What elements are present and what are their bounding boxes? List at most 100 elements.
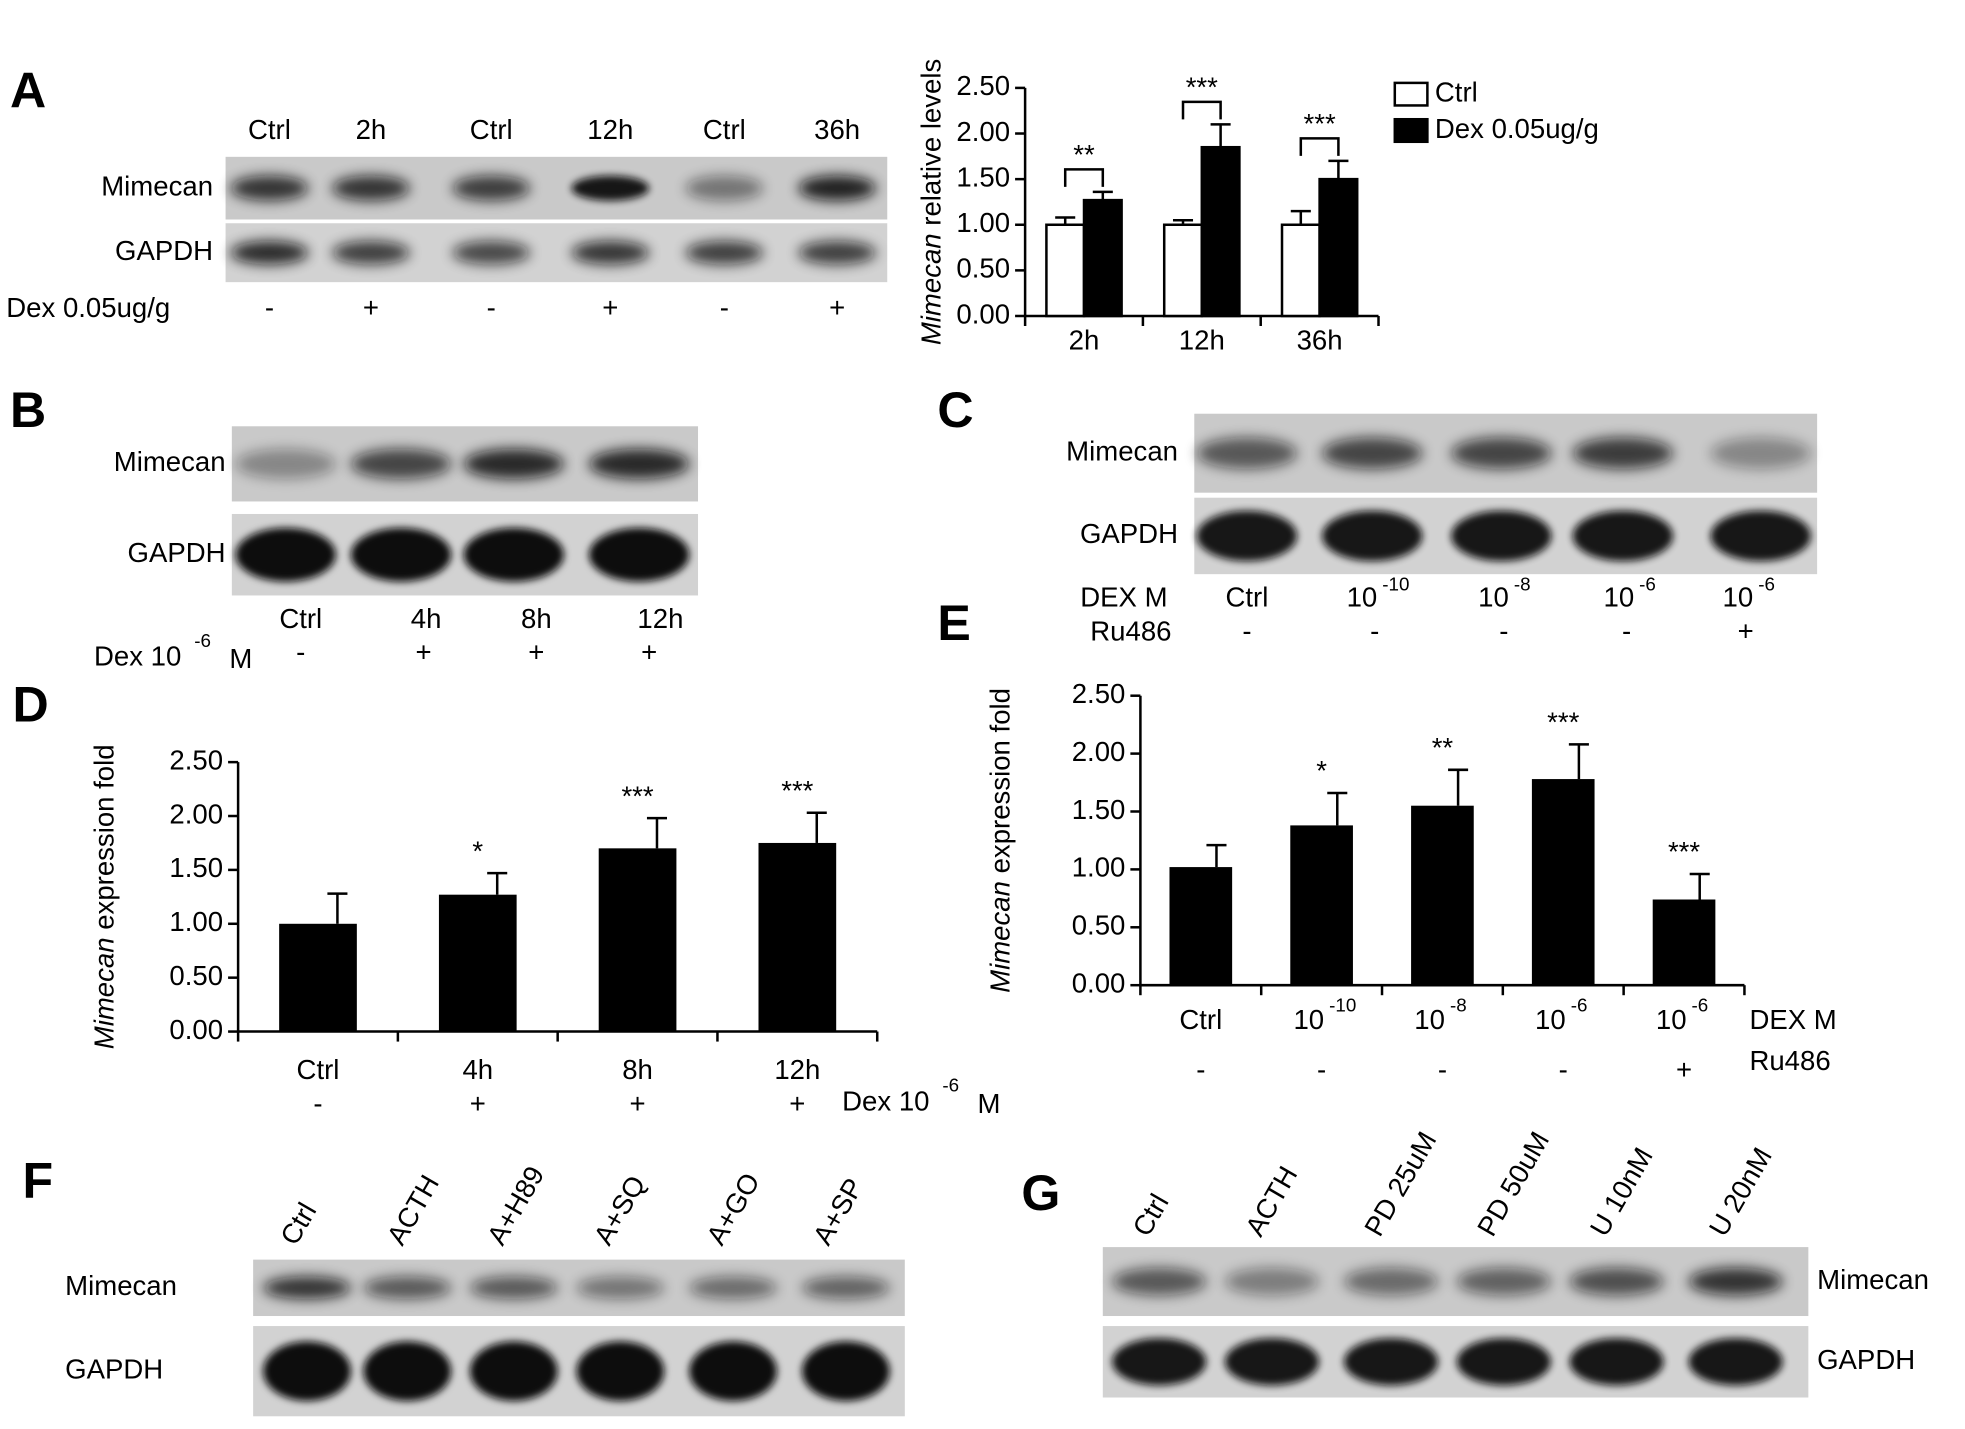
- blot-band: [1322, 510, 1423, 562]
- blot-band: [1344, 1267, 1439, 1296]
- y-axis-label-text: relative levels: [916, 59, 947, 226]
- condition-label: Dex 10: [94, 640, 181, 671]
- blot-band: [1688, 1338, 1783, 1386]
- error-bar: [1689, 872, 1710, 900]
- y-tick-label: 0.00: [956, 298, 1010, 329]
- blot-band: [350, 527, 452, 582]
- bar: [1169, 867, 1233, 986]
- blot-band: [685, 240, 764, 265]
- legend-label: Ctrl: [1435, 76, 1478, 107]
- x-tick-label: 8h: [622, 1054, 653, 1085]
- lane-label: A+SP: [807, 1173, 869, 1250]
- error-bar: [646, 816, 668, 849]
- y-tick-label: 1.50: [169, 852, 223, 883]
- y-axis-label-text: expression fold: [89, 744, 120, 929]
- y-tick-label: 1.50: [1072, 794, 1126, 825]
- y-tick-label: 2.50: [956, 70, 1010, 101]
- blot-band: [689, 1276, 777, 1300]
- significance-label: *: [472, 835, 483, 866]
- sign: -: [720, 292, 729, 323]
- y-tick-label: 2.00: [169, 798, 223, 829]
- lane-label: Ctrl: [1225, 581, 1268, 612]
- x-tick-label: 12h: [1179, 325, 1225, 356]
- blot-band: [1710, 437, 1811, 470]
- blot-band: [1710, 510, 1811, 562]
- bar: [1318, 177, 1359, 318]
- y-axis-label-gene: Mimecan: [916, 233, 947, 345]
- blot-band: [1572, 437, 1674, 470]
- legend-swatch: [1393, 117, 1429, 144]
- x-tick-label: 4h: [462, 1054, 493, 1085]
- blot-row-label: GAPDH: [1080, 518, 1178, 549]
- blot-row-label: Mimecan: [65, 1270, 177, 1301]
- sign: -: [1196, 1054, 1205, 1085]
- sign: +: [470, 1088, 486, 1119]
- treatment-label: DEX M: [1080, 581, 1167, 612]
- lane-exponent: -8: [1514, 573, 1531, 594]
- blot-band: [689, 1341, 777, 1401]
- significance-label: ***: [1668, 836, 1700, 867]
- lane-label: 4h: [411, 603, 442, 634]
- y-axis-label-gene: Mimecan: [89, 937, 120, 1049]
- error-bar: [487, 871, 508, 895]
- blot-row-label: Mimecan: [1817, 1264, 1929, 1295]
- significance-label: **: [1073, 139, 1095, 170]
- significance-label: *: [1316, 755, 1327, 786]
- blot-band: [576, 1276, 665, 1300]
- lane-label: 12h: [587, 114, 633, 145]
- sign: -: [1242, 615, 1251, 646]
- blot-band: [1322, 437, 1423, 470]
- blot-strip: [225, 223, 888, 283]
- lane-label: A+SQ: [587, 1170, 651, 1250]
- blot-band: [235, 448, 336, 479]
- legend-label: Dex 0.05ug/g: [1435, 113, 1599, 144]
- sign: +: [1676, 1054, 1692, 1085]
- blot-band: [452, 240, 531, 265]
- blot-band: [463, 527, 564, 582]
- panel-letter: B: [10, 382, 46, 438]
- sign: -: [265, 292, 274, 323]
- x-tick-label: 10: [1535, 1004, 1566, 1035]
- bar: [1200, 145, 1241, 318]
- blot-band: [1112, 1338, 1207, 1386]
- error-bar: [1172, 218, 1194, 225]
- significance-label: ***: [621, 780, 653, 811]
- y-axis-label: Mimecan expression fold: [89, 744, 120, 1049]
- error-bar: [1568, 743, 1589, 780]
- lane-label: Ctrl: [274, 1197, 322, 1250]
- bar: [438, 894, 517, 1032]
- x-tick-label: 10: [1414, 1004, 1445, 1035]
- x-tick-label: Ctrl: [1179, 1004, 1222, 1035]
- lane-label: 10: [1347, 581, 1378, 612]
- sign: +: [789, 1088, 805, 1119]
- error-bar: [1055, 216, 1076, 225]
- blot-band: [1224, 1267, 1319, 1296]
- sign: +: [641, 637, 657, 668]
- lane-label: U 20nM: [1703, 1142, 1778, 1241]
- y-tick-label: 1.00: [1072, 852, 1126, 883]
- lane-label: 10: [1478, 581, 1509, 612]
- sign: +: [416, 637, 432, 668]
- lane-label: Ctrl: [248, 114, 291, 145]
- bar: [1411, 805, 1474, 986]
- significance-label: ***: [1547, 707, 1579, 738]
- error-bar: [1448, 768, 1469, 806]
- significance-label: ***: [1304, 108, 1336, 139]
- blot-band: [798, 175, 876, 201]
- blot-band: [469, 1276, 558, 1300]
- sign: -: [296, 637, 305, 668]
- blot-band: [798, 240, 876, 265]
- x-tick-exponent: -10: [1329, 994, 1356, 1015]
- bar: [1531, 779, 1595, 986]
- blot-row-label: GAPDH: [128, 537, 226, 568]
- lane-label: Ctrl: [470, 114, 513, 145]
- lane-exponent: -6: [1639, 573, 1656, 594]
- lane-label: ACTH: [381, 1170, 445, 1250]
- lane-label: 10: [1723, 581, 1754, 612]
- blot-band: [588, 448, 690, 479]
- significance-bracket: [1299, 137, 1340, 156]
- y-tick-label: 0.50: [1072, 910, 1126, 941]
- blot-band: [802, 1341, 890, 1401]
